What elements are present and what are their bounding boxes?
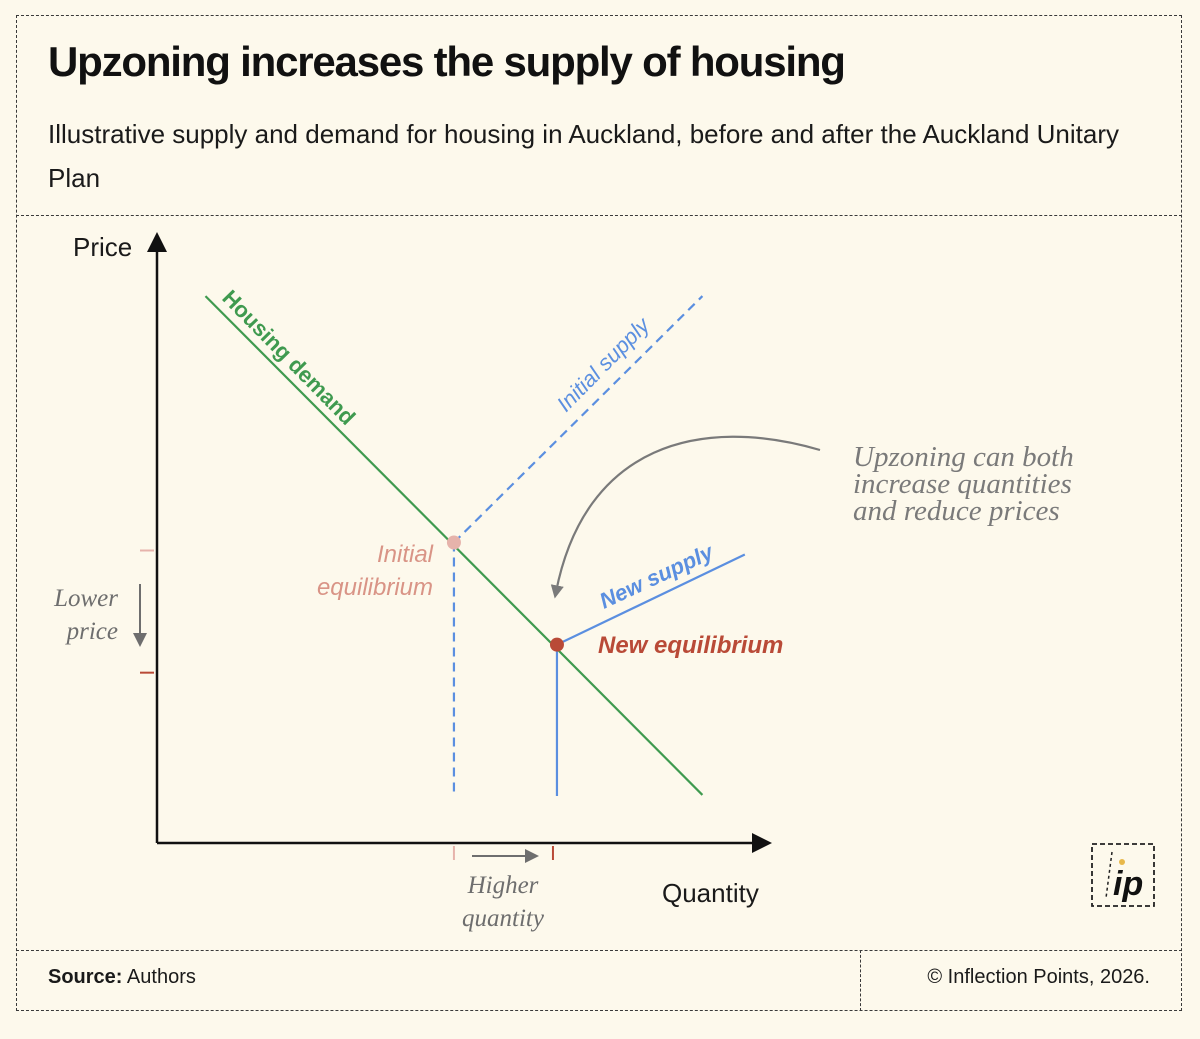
footer-vertical-divider [860, 950, 861, 1011]
higher-quantity-label-line1: Higher [467, 872, 539, 899]
callout-text-line1: Upzoning can both [853, 441, 1074, 473]
chart-subtitle: Illustrative supply and demand for housi… [48, 119, 1119, 193]
callout-curved-arrow [550, 435, 821, 599]
callout-text-line3: and reduce prices [853, 495, 1060, 527]
source-value: Authors [126, 966, 196, 988]
footer-divider [16, 950, 1182, 951]
series-initial-supply-line [453, 295, 704, 544]
new-equilibrium-label: New equilibrium [598, 632, 783, 659]
lower-price-label-line1: Lower [53, 585, 118, 612]
y-axis-label: Price [73, 232, 132, 262]
initial-equilibrium-label-line2: equilibrium [317, 574, 433, 601]
x-axis-label: Quantity [662, 878, 759, 908]
copyright-note: © Inflection Points, 2026. [927, 966, 1150, 988]
logo-text: ip [1113, 865, 1143, 903]
chart-title: Upzoning increases the supply of housing [48, 38, 846, 85]
logo-frame [1091, 843, 1155, 907]
initial-equilibrium-point [446, 535, 461, 550]
figure-frame [16, 15, 1182, 1011]
logo-dot [1119, 859, 1125, 865]
higher-quantity-label-line2: quantity [462, 905, 545, 932]
lower-price-label-line2: price [65, 618, 118, 645]
inflection-points-logo: ip [1091, 843, 1155, 907]
header-divider [16, 215, 1182, 216]
source-note: Source: Authors [48, 966, 196, 989]
series-new-supply-line [556, 553, 746, 646]
new-equilibrium-point [549, 637, 564, 652]
callout-text-line2: increase quantities [853, 468, 1072, 500]
logo-dashed-stroke [1105, 851, 1113, 899]
series-label-initial-supply: Initial supply [552, 311, 656, 416]
initial-equilibrium-label-line1: Initial [377, 541, 434, 568]
source-label: Source: [48, 966, 123, 988]
series-label-housing-demand: Housing demand [217, 285, 360, 430]
